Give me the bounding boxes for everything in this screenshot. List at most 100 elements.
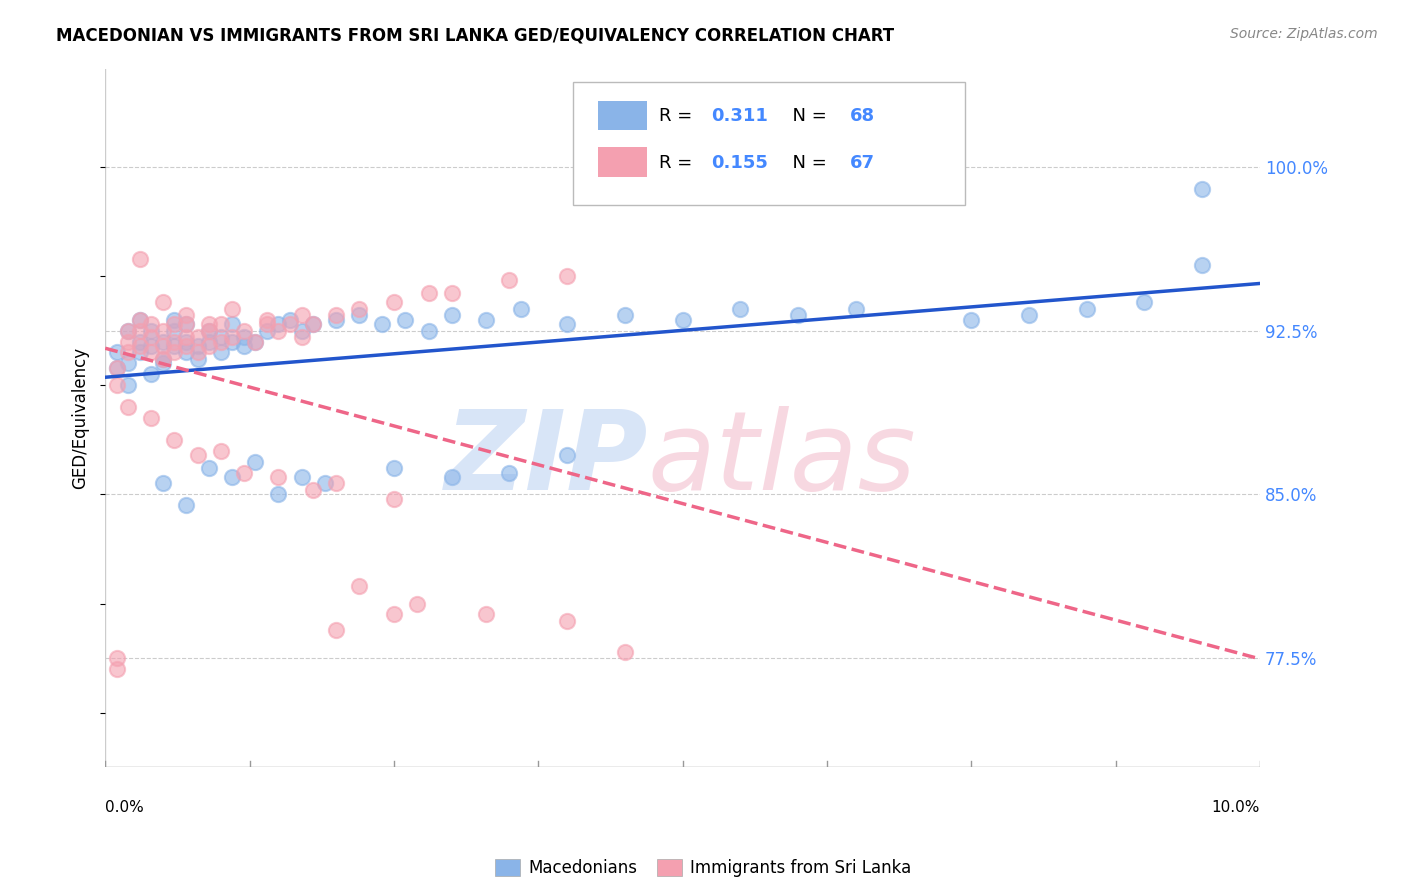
Point bbox=[509, 301, 531, 316]
Point bbox=[290, 330, 312, 344]
Point bbox=[325, 476, 347, 491]
Point bbox=[128, 252, 150, 266]
Text: R =: R = bbox=[659, 107, 699, 125]
Point bbox=[128, 312, 150, 326]
Point bbox=[141, 411, 163, 425]
Point bbox=[290, 470, 312, 484]
Point bbox=[406, 597, 429, 611]
Point bbox=[498, 466, 520, 480]
Point bbox=[152, 476, 174, 491]
Point bbox=[105, 651, 128, 665]
Point bbox=[163, 345, 186, 359]
Point bbox=[209, 345, 232, 359]
Point bbox=[845, 301, 868, 316]
Text: 67: 67 bbox=[851, 153, 875, 172]
Point bbox=[325, 623, 347, 637]
Point bbox=[187, 339, 209, 353]
Point bbox=[278, 312, 301, 326]
Point bbox=[418, 286, 440, 301]
Point bbox=[302, 317, 325, 331]
Point bbox=[105, 662, 128, 676]
Point bbox=[163, 324, 186, 338]
Point bbox=[730, 301, 752, 316]
Point bbox=[152, 339, 174, 353]
Point bbox=[163, 339, 186, 353]
Point bbox=[256, 312, 278, 326]
Point bbox=[371, 317, 394, 331]
Point bbox=[267, 470, 290, 484]
Point bbox=[141, 368, 163, 382]
Point bbox=[209, 317, 232, 331]
Point bbox=[141, 339, 163, 353]
Point bbox=[187, 448, 209, 462]
Text: 68: 68 bbox=[851, 107, 875, 125]
Point bbox=[187, 345, 209, 359]
Point bbox=[105, 345, 128, 359]
Point bbox=[349, 308, 371, 322]
Point bbox=[256, 324, 278, 338]
FancyBboxPatch shape bbox=[572, 82, 966, 205]
Point bbox=[174, 317, 197, 331]
Point bbox=[440, 308, 463, 322]
Point bbox=[152, 334, 174, 349]
FancyBboxPatch shape bbox=[598, 147, 647, 177]
Point bbox=[555, 448, 578, 462]
Text: 0.0%: 0.0% bbox=[105, 800, 143, 815]
Point bbox=[613, 308, 636, 322]
Point bbox=[209, 443, 232, 458]
Text: MACEDONIAN VS IMMIGRANTS FROM SRI LANKA GED/EQUIVALENCY CORRELATION CHART: MACEDONIAN VS IMMIGRANTS FROM SRI LANKA … bbox=[56, 27, 894, 45]
Point bbox=[105, 378, 128, 392]
Point bbox=[141, 330, 163, 344]
Text: 10.0%: 10.0% bbox=[1212, 800, 1260, 815]
Point bbox=[290, 324, 312, 338]
Point bbox=[163, 317, 186, 331]
Point bbox=[152, 295, 174, 310]
Point bbox=[117, 345, 139, 359]
Point bbox=[418, 324, 440, 338]
Point bbox=[141, 317, 163, 331]
Point bbox=[1076, 301, 1098, 316]
Point bbox=[232, 339, 254, 353]
Point bbox=[314, 476, 336, 491]
Point bbox=[382, 295, 405, 310]
Point bbox=[1133, 295, 1156, 310]
Point bbox=[152, 351, 174, 366]
Point bbox=[198, 334, 221, 349]
Point bbox=[117, 324, 139, 338]
Point bbox=[198, 339, 221, 353]
Point bbox=[555, 614, 578, 628]
Point bbox=[209, 334, 232, 349]
FancyBboxPatch shape bbox=[598, 101, 647, 130]
Point bbox=[325, 308, 347, 322]
Point bbox=[128, 345, 150, 359]
Text: 0.311: 0.311 bbox=[711, 107, 768, 125]
Point bbox=[245, 334, 267, 349]
Point bbox=[221, 317, 243, 331]
Point bbox=[198, 317, 221, 331]
Point bbox=[232, 330, 254, 344]
Point bbox=[174, 345, 197, 359]
Point bbox=[105, 360, 128, 375]
Point bbox=[128, 312, 150, 326]
Point bbox=[152, 324, 174, 338]
Text: R =: R = bbox=[659, 153, 699, 172]
Point bbox=[163, 312, 186, 326]
Point bbox=[232, 466, 254, 480]
Point bbox=[117, 400, 139, 414]
Point bbox=[1191, 181, 1213, 195]
Point bbox=[787, 308, 810, 322]
Point bbox=[221, 470, 243, 484]
Point bbox=[174, 339, 197, 353]
Point bbox=[209, 330, 232, 344]
Point bbox=[174, 317, 197, 331]
Point bbox=[671, 312, 693, 326]
Text: ZIP: ZIP bbox=[444, 407, 648, 514]
Point bbox=[1191, 258, 1213, 272]
Point bbox=[349, 579, 371, 593]
Text: atlas: atlas bbox=[648, 407, 917, 514]
Point bbox=[302, 483, 325, 497]
Point bbox=[475, 312, 498, 326]
Point bbox=[163, 433, 186, 447]
Point bbox=[475, 607, 498, 622]
Point bbox=[267, 317, 290, 331]
